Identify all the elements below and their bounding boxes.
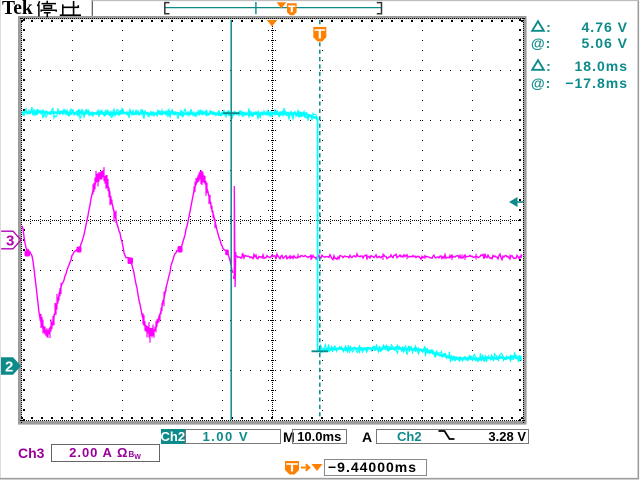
svg-text:3: 3: [6, 233, 14, 250]
svg-text:2: 2: [5, 359, 13, 376]
